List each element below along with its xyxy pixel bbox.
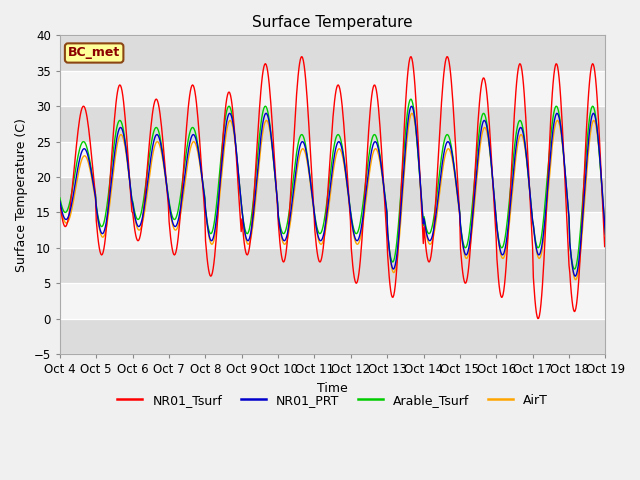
Legend: NR01_Tsurf, NR01_PRT, Arable_Tsurf, AirT: NR01_Tsurf, NR01_PRT, Arable_Tsurf, AirT (112, 389, 553, 412)
Bar (60, 177, 605, 213)
Bar (60, 319, 605, 354)
X-axis label: Time: Time (317, 382, 348, 395)
Bar (60, 36, 605, 71)
Bar (60, 142, 605, 177)
Y-axis label: Surface Temperature (C): Surface Temperature (C) (15, 118, 28, 272)
Bar (60, 213, 605, 248)
Bar (60, 71, 605, 106)
Text: BC_met: BC_met (68, 47, 120, 60)
Bar (60, 248, 605, 283)
Title: Surface Temperature: Surface Temperature (252, 15, 413, 30)
Bar (60, 106, 605, 142)
Bar (60, 283, 605, 319)
